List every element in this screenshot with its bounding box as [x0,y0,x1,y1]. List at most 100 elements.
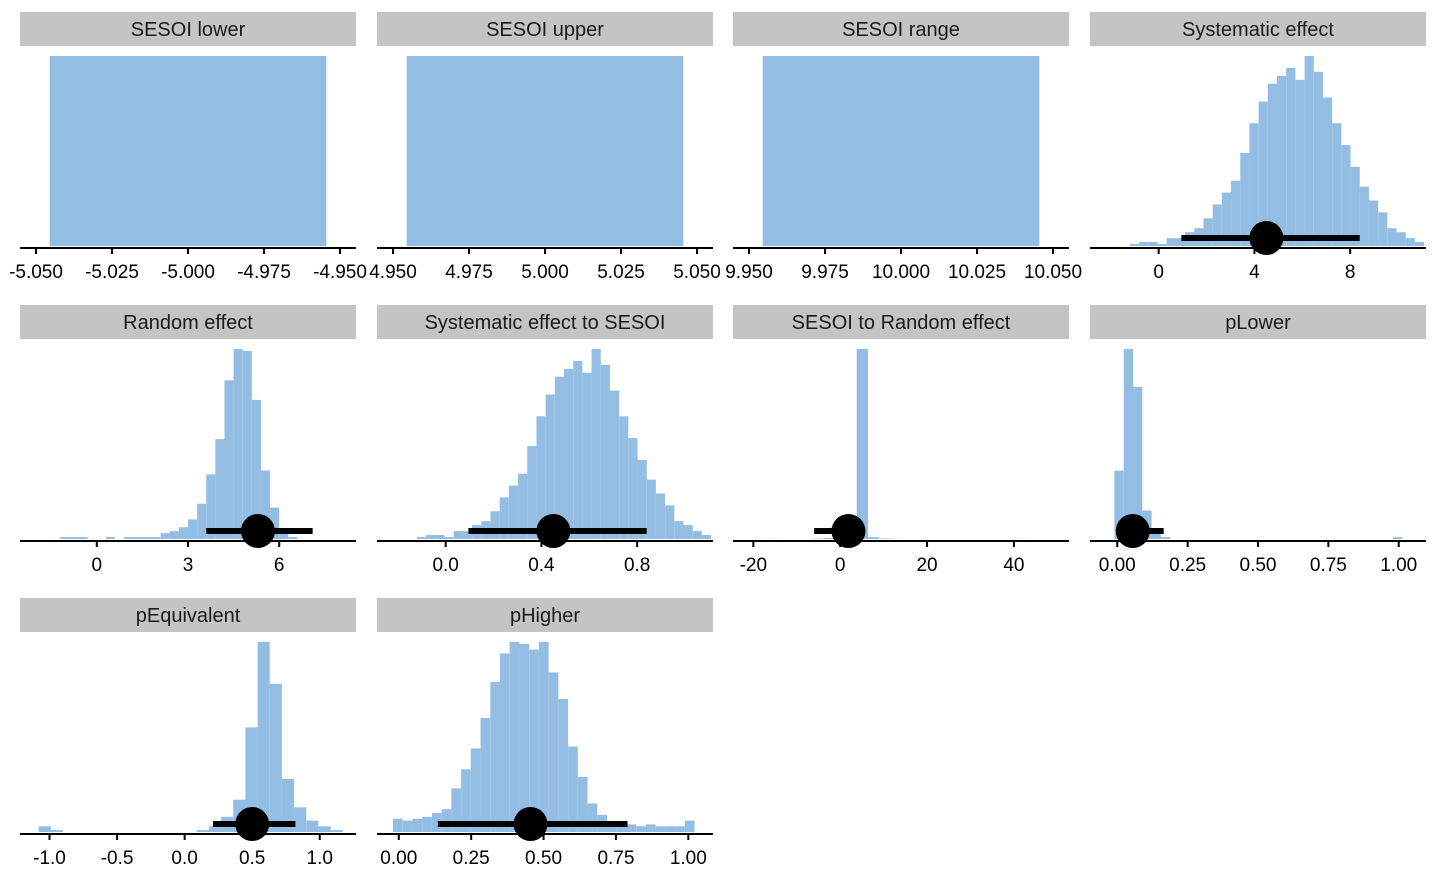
histogram-bar [1393,537,1403,539]
histogram-bar [529,649,539,832]
x-tick-label: 0.25 [1169,555,1206,576]
histogram-bar [1139,242,1149,246]
histogram-bar [1212,204,1222,246]
histogram-bar [616,824,627,832]
histogram-bar [879,538,891,539]
x-tick-label: 0.00 [1099,555,1136,576]
histogram-bar [169,531,179,539]
histogram-bar [1405,238,1415,246]
histogram-bar [1160,537,1171,539]
histogram-bar [564,368,574,539]
x-tick-label: 4.975 [445,262,493,283]
histogram-bar [1387,228,1397,246]
histogram-bar [197,503,207,539]
histogram-bar [461,769,471,832]
histogram-bar [1151,533,1161,539]
histogram-bar [269,683,282,832]
median-point [235,807,270,841]
x-tick-label: -4.975 [237,262,291,283]
facet-strip [20,12,356,46]
histogram-bar [279,531,289,539]
histogram-bar [692,531,702,539]
histogram-bar [655,826,666,832]
histogram-bar [701,535,712,539]
histogram-bar [538,642,549,832]
facet-title: pLower [1225,312,1291,334]
histogram-bar [393,818,403,832]
histogram-bar [655,493,666,539]
histogram-bar [573,360,583,539]
histogram-bar [1277,75,1287,247]
histogram-bar [330,830,343,832]
histogram-bar [160,533,170,539]
histogram-bar [587,803,598,832]
histogram-bar [50,830,64,832]
histogram-bar [1332,123,1342,246]
histogram-bar [646,479,656,539]
histogram-bar [509,642,520,832]
histogram-bar [270,507,280,539]
histogram-bar [78,537,88,539]
facet-strip [20,305,356,339]
x-tick-label: -5.050 [9,262,63,283]
facet-strip [377,12,713,46]
x-tick-label: 5.050 [673,262,721,283]
histogram-bar [645,824,656,832]
histogram-bar [60,537,70,539]
x-tick-label: 0.0 [171,848,197,869]
histogram-bar [124,537,134,539]
facet-title: pHigher [510,605,580,627]
histogram-bar [257,642,270,832]
x-tick-label: 10.025 [948,262,1006,283]
x-tick-label: -20 [740,555,767,576]
x-tick-label: 0.25 [453,848,490,869]
histogram-bar [665,505,675,539]
facet-strip [20,598,356,632]
x-tick-label: 9.975 [801,262,849,283]
histogram-bar [519,643,530,832]
x-tick-label: 9.950 [725,262,773,283]
histogram-bar [422,816,432,832]
histogram-bar [683,525,693,539]
x-tick-label: 10.000 [872,262,930,283]
x-tick-label: 20 [916,555,937,576]
histogram-bar [1249,123,1259,246]
histogram-bar [453,531,463,539]
x-tick-label: 0 [835,555,846,576]
x-tick-label: 0.75 [597,848,634,869]
histogram-bar [548,672,559,832]
histogram-bar [288,537,298,539]
x-tick-label: 4.950 [369,262,417,283]
facet-title: pEquivalent [136,605,241,627]
histogram-bar [49,56,327,246]
x-tick-label: 3 [183,555,194,576]
histogram-bar [224,380,234,539]
histogram-bar [1129,244,1140,246]
histogram-bar [402,820,413,832]
histogram-bar [490,511,500,539]
histogram-bar [684,820,695,832]
histogram-bar [1133,387,1143,539]
histogram-bar [1258,101,1268,246]
histogram-bar [451,788,462,832]
histogram-bar [558,699,569,832]
histogram-bar [1286,67,1296,246]
median-point [240,514,275,548]
histogram-bar [233,349,243,539]
histogram-bar [188,519,198,539]
histogram-bar [1378,212,1388,246]
histogram-bar [178,527,188,539]
histogram-bar [607,822,617,832]
histogram-bar [1313,71,1323,246]
histogram-bar [462,531,473,539]
histogram-bar [1396,232,1406,246]
histogram-bar [527,445,537,539]
histogram-bar [577,776,588,832]
x-tick-label: 0.50 [1240,555,1277,576]
histogram-bar [441,809,452,832]
histogram-bar [1414,242,1425,246]
histogram-bar [628,438,638,539]
histogram-bar [142,537,152,539]
facet-strip [377,598,713,632]
histogram-bar [582,372,592,539]
